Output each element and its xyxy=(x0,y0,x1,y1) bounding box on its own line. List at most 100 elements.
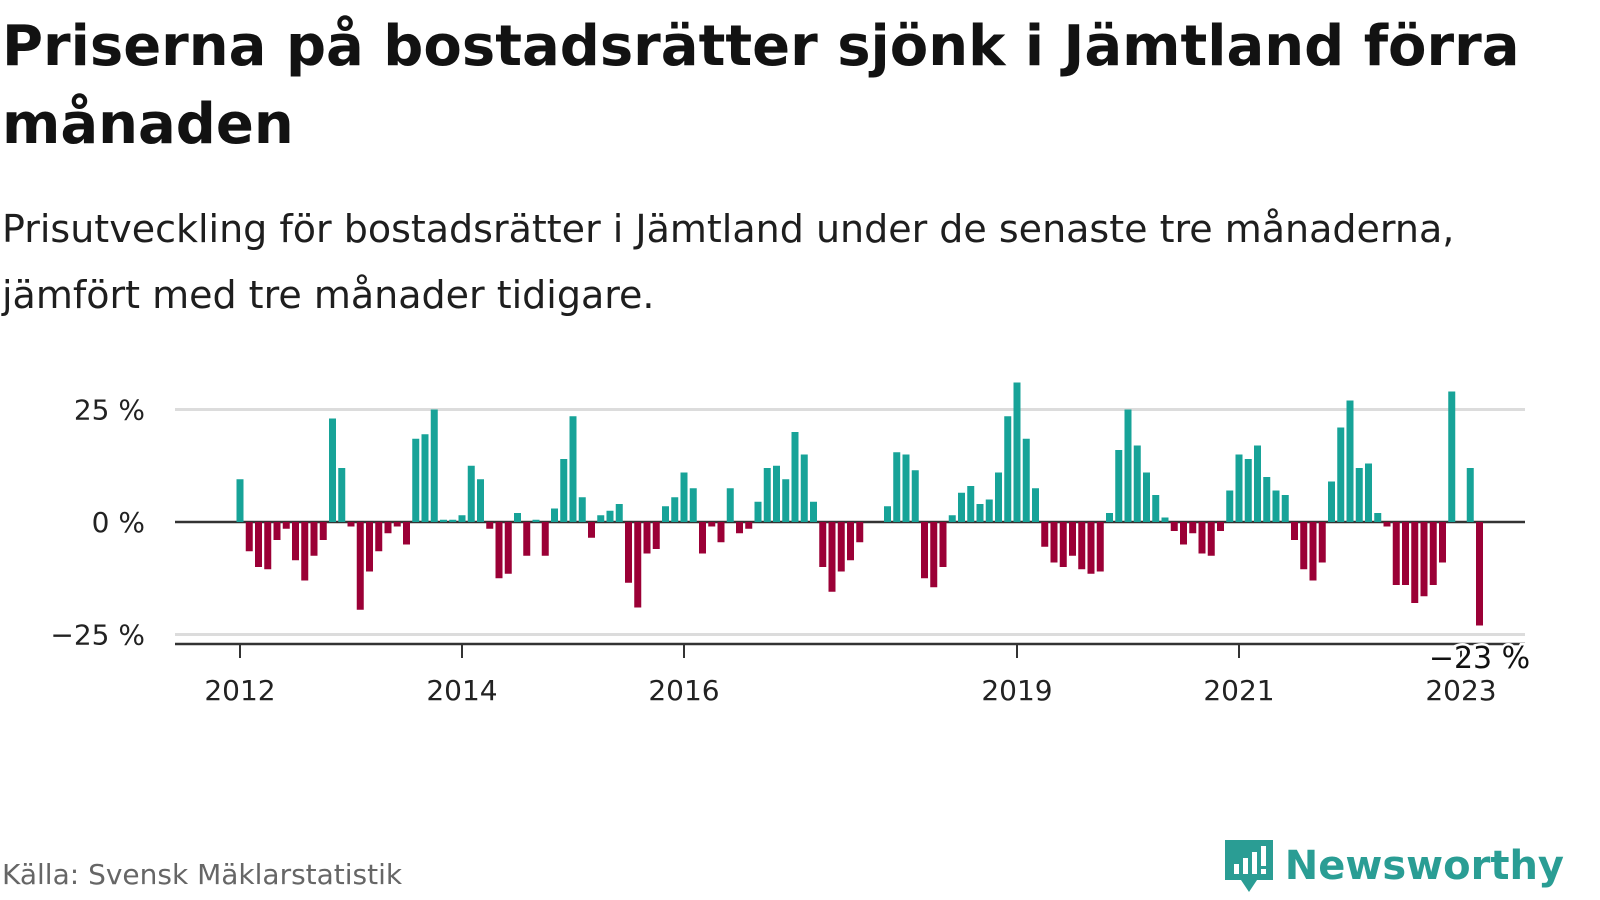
bar xyxy=(477,479,484,522)
bar xyxy=(384,522,392,534)
bar xyxy=(995,472,1002,522)
bar xyxy=(421,434,429,522)
bar xyxy=(1272,490,1280,522)
bar xyxy=(1402,522,1409,585)
bar xyxy=(375,522,383,552)
bar xyxy=(930,522,938,588)
bar xyxy=(662,506,669,522)
bar xyxy=(1291,522,1298,540)
bar xyxy=(763,468,771,522)
y-tick-label: 0 % xyxy=(92,506,145,539)
bar xyxy=(1069,522,1076,556)
bar xyxy=(1263,477,1271,522)
x-tick-label: 2021 xyxy=(1203,674,1274,707)
bar xyxy=(902,454,910,522)
bar xyxy=(893,452,901,522)
bar xyxy=(1346,400,1354,522)
bar xyxy=(1244,459,1252,522)
bar xyxy=(967,486,975,522)
bar xyxy=(458,515,466,522)
bar xyxy=(847,522,854,561)
bar xyxy=(1226,490,1234,522)
bar xyxy=(1096,522,1104,572)
bar xyxy=(1143,472,1150,522)
bar xyxy=(1013,382,1021,522)
bar xyxy=(958,492,965,522)
bar xyxy=(1318,522,1326,563)
bar xyxy=(1189,522,1197,534)
bar xyxy=(1235,454,1243,522)
x-tick-label: 2012 xyxy=(204,674,275,707)
bar xyxy=(236,479,244,522)
bar xyxy=(1161,517,1169,522)
bar xyxy=(1309,522,1317,581)
bar xyxy=(985,499,993,522)
bar xyxy=(597,515,605,522)
bar xyxy=(736,522,743,534)
bar xyxy=(319,522,327,540)
bar xyxy=(532,519,540,522)
y-tick-label: −25 % xyxy=(50,619,145,652)
bar xyxy=(1152,495,1160,522)
bar xyxy=(652,522,660,549)
bar xyxy=(800,454,808,522)
bar xyxy=(1032,488,1039,522)
bar xyxy=(245,522,253,552)
bar xyxy=(1207,522,1215,556)
bar xyxy=(1466,468,1474,522)
bar xyxy=(976,504,984,522)
bar xyxy=(773,465,780,522)
bar xyxy=(541,522,549,556)
bar xyxy=(301,522,309,581)
bar xyxy=(440,519,447,522)
bar xyxy=(1337,427,1345,522)
bar xyxy=(264,522,272,570)
bar xyxy=(615,504,623,522)
bar xyxy=(560,459,568,522)
bar xyxy=(856,522,864,543)
bar xyxy=(625,522,632,583)
bar xyxy=(726,488,734,522)
bar xyxy=(606,510,614,522)
brand-name: Newsworthy xyxy=(1284,843,1564,889)
bar xyxy=(329,418,336,522)
newsworthy-logo-icon xyxy=(1224,840,1273,892)
bar xyxy=(1328,481,1335,522)
bar xyxy=(449,519,457,522)
bar xyxy=(634,522,642,608)
bar xyxy=(1392,522,1400,585)
y-tick-label: 25 % xyxy=(74,394,145,427)
bar xyxy=(347,522,355,527)
bar xyxy=(514,513,521,522)
bar xyxy=(551,508,558,522)
bar xyxy=(1300,522,1308,570)
bar xyxy=(939,522,947,567)
bar xyxy=(708,522,716,527)
bar xyxy=(911,470,919,522)
bar xyxy=(430,409,438,522)
bar xyxy=(1106,513,1113,522)
bar xyxy=(1041,522,1049,547)
bar xyxy=(810,501,817,522)
bar xyxy=(1448,391,1456,522)
bar xyxy=(1133,445,1141,522)
bar xyxy=(1439,522,1446,563)
bar xyxy=(680,472,688,522)
bar xyxy=(1383,522,1391,527)
bar xyxy=(837,522,845,572)
bar xyxy=(1355,468,1363,522)
bar xyxy=(282,522,290,529)
bar xyxy=(1420,522,1428,597)
bar xyxy=(338,468,346,522)
bar xyxy=(412,438,420,522)
bar xyxy=(671,497,679,522)
bar xyxy=(310,522,318,556)
bar xyxy=(578,497,586,522)
bar xyxy=(717,522,725,543)
bar xyxy=(273,522,281,540)
bar xyxy=(1180,522,1187,545)
bar xyxy=(1170,522,1178,531)
bar xyxy=(884,506,891,522)
x-tick-label: 2014 xyxy=(426,674,497,707)
bar xyxy=(791,432,799,522)
